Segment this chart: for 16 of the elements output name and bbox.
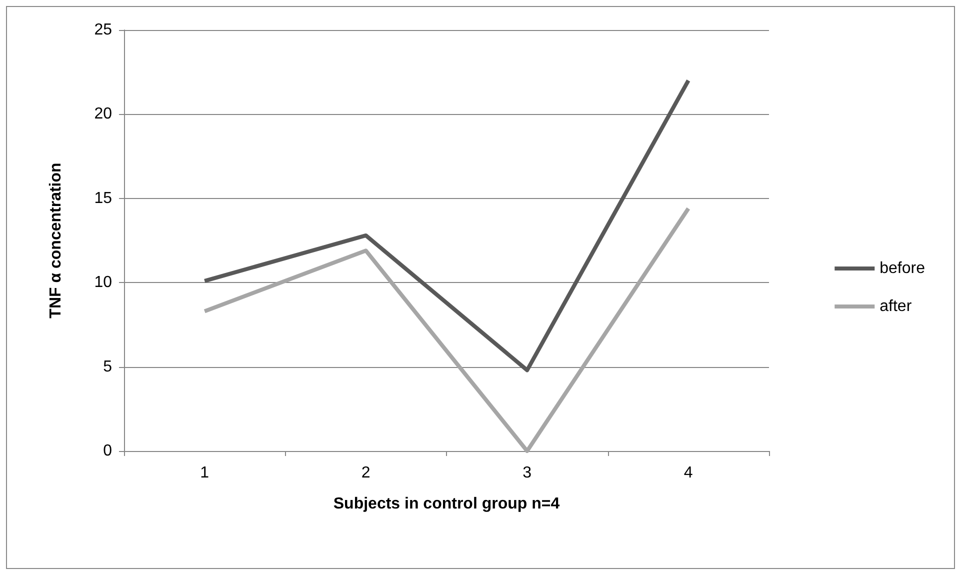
- legend-label: before: [880, 260, 926, 277]
- legend-label: after: [880, 298, 912, 315]
- y-tick-label: 15: [94, 190, 112, 207]
- y-tick-label: 0: [103, 442, 112, 460]
- x-tick-label: 1: [200, 464, 210, 482]
- y-axis-title: TNF α concentration: [48, 162, 64, 318]
- line-series: [202, 78, 690, 372]
- x-tick-label: 3: [522, 464, 532, 482]
- y-tick-label: 10: [94, 274, 112, 292]
- x-axis-title: Subjects in control group n=4: [333, 496, 560, 512]
- line-series: [202, 206, 690, 453]
- y-tick-label: 25: [94, 22, 112, 38]
- x-tick-label: 4: [684, 464, 693, 482]
- y-tick-label: 5: [103, 358, 112, 376]
- x-tick-label: 2: [361, 464, 370, 482]
- y-tick-label: 20: [94, 106, 112, 123]
